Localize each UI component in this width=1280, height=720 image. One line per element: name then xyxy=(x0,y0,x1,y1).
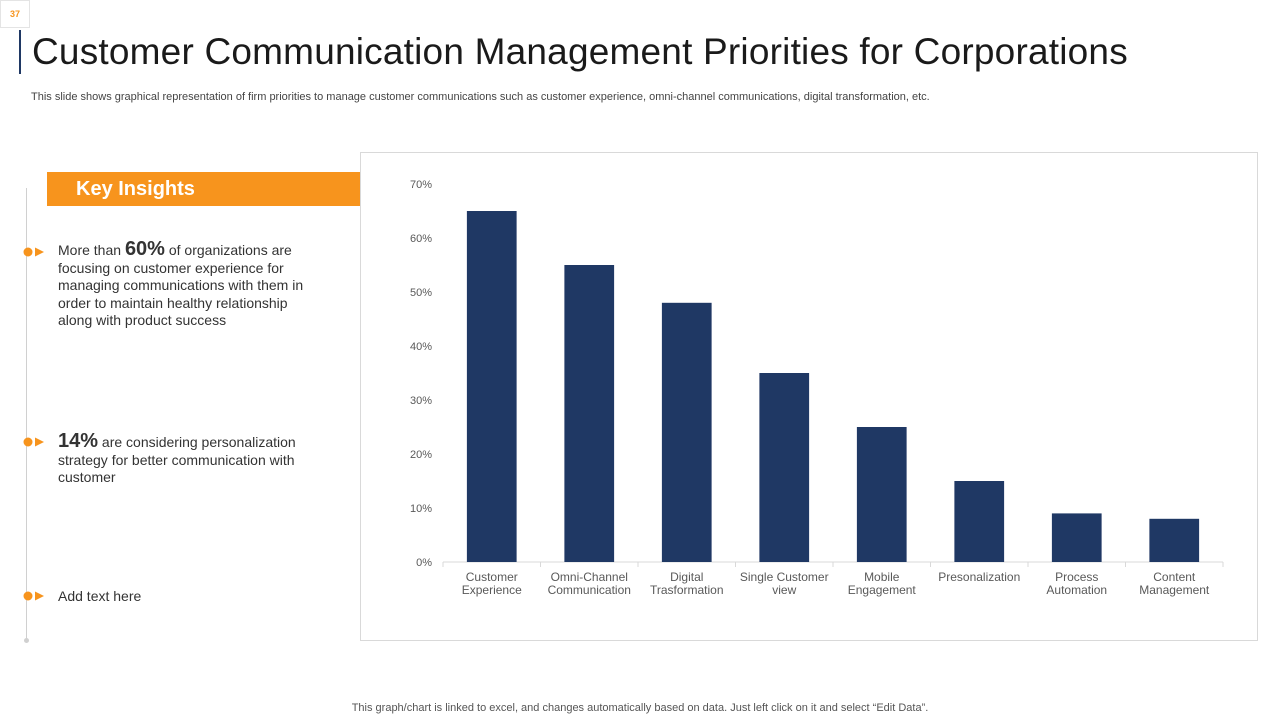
insight-item-2: 14% are considering personalization stra… xyxy=(58,430,308,487)
x-tick-label-line: Digital xyxy=(670,570,703,584)
bar[interactable] xyxy=(661,302,712,562)
x-tick-label-line: Process xyxy=(1055,570,1098,584)
bar[interactable] xyxy=(564,265,615,562)
y-tick-label: 40% xyxy=(410,341,432,353)
bar[interactable] xyxy=(1149,518,1200,562)
x-tick-label-line: Omni-Channel xyxy=(551,570,628,584)
x-tick-label: Content Management xyxy=(1139,570,1210,597)
x-tick-label: Process Automation xyxy=(1046,570,1107,597)
x-tick-label-line: Content xyxy=(1153,570,1196,584)
title-accent-bar xyxy=(19,30,21,74)
x-tick-label: Digital Trasformation xyxy=(650,570,724,597)
key-insights-header: Key Insights xyxy=(47,172,367,206)
bar-chart[interactable]: 0% 10% 20% 30% 40% 50% 60% 70% Customer Experienc… xyxy=(361,153,1257,640)
x-tick-label-line: Management xyxy=(1139,583,1210,597)
y-tick-label: 20% xyxy=(410,449,432,461)
bar[interactable] xyxy=(759,373,810,562)
page-title: Customer Communication Management Priori… xyxy=(32,31,1128,72)
timeline-end-dot xyxy=(24,638,29,643)
footer-note: This graph/chart is linked to excel, and… xyxy=(351,702,929,714)
page-number: 37 xyxy=(0,0,30,28)
insight-3-pre: Add text here xyxy=(58,588,142,604)
x-tick-label: Single Customer view xyxy=(740,570,829,597)
insight-2-highlight: 14% xyxy=(58,430,99,452)
bullet-arrow-icon xyxy=(23,591,44,601)
insight-1-post: of organizations are focusing on custome… xyxy=(58,242,304,328)
bullet-arrow-icon xyxy=(23,247,44,257)
timeline-line xyxy=(26,188,27,641)
bar[interactable] xyxy=(466,211,517,562)
x-tick-label-line: Experience xyxy=(462,583,522,597)
x-tick-label-line: Engagement xyxy=(848,583,917,597)
x-tick-label-line: Automation xyxy=(1046,583,1107,597)
y-tick-label: 50% xyxy=(410,287,432,299)
page-subtitle: This slide shows graphical representatio… xyxy=(31,91,930,103)
x-tick-label: Mobile Engagement xyxy=(848,570,917,597)
bar-chart-container[interactable]: 0% 10% 20% 30% 40% 50% 60% 70% Customer Experienc… xyxy=(360,152,1258,641)
bar[interactable] xyxy=(1051,513,1102,562)
y-tick-label: 30% xyxy=(410,395,432,407)
y-tick-label: 0% xyxy=(416,557,432,569)
x-tick-label-line: Presonalization xyxy=(938,570,1020,584)
bullet-arrow-icon xyxy=(23,437,44,447)
x-tick-label: Customer Experience xyxy=(462,570,522,597)
y-tick-label: 70% xyxy=(410,179,432,191)
insight-item-1: More than 60% of organizations are focus… xyxy=(58,238,308,330)
x-tick-label-line: Communication xyxy=(548,583,631,597)
insight-1-pre: More than xyxy=(58,242,125,258)
x-tick-label-line: view xyxy=(772,583,796,597)
x-tick-label: Presonalization xyxy=(938,570,1020,584)
x-tick-label: Omni-Channel Communication xyxy=(548,570,631,597)
x-tick-label-line: Mobile xyxy=(864,570,900,584)
x-tick-label-line: Trasformation xyxy=(650,583,724,597)
x-tick-label-line: Customer xyxy=(466,570,518,584)
bar[interactable] xyxy=(954,481,1005,562)
bar[interactable] xyxy=(856,427,907,562)
insight-2-post: are considering personalization strategy… xyxy=(58,434,296,485)
y-tick-label: 10% xyxy=(410,503,432,515)
y-tick-label: 60% xyxy=(410,233,432,245)
insight-1-highlight: 60% xyxy=(124,238,165,260)
insight-item-3: Add text here xyxy=(58,587,308,606)
x-tick-label-line: Single Customer xyxy=(740,570,829,584)
